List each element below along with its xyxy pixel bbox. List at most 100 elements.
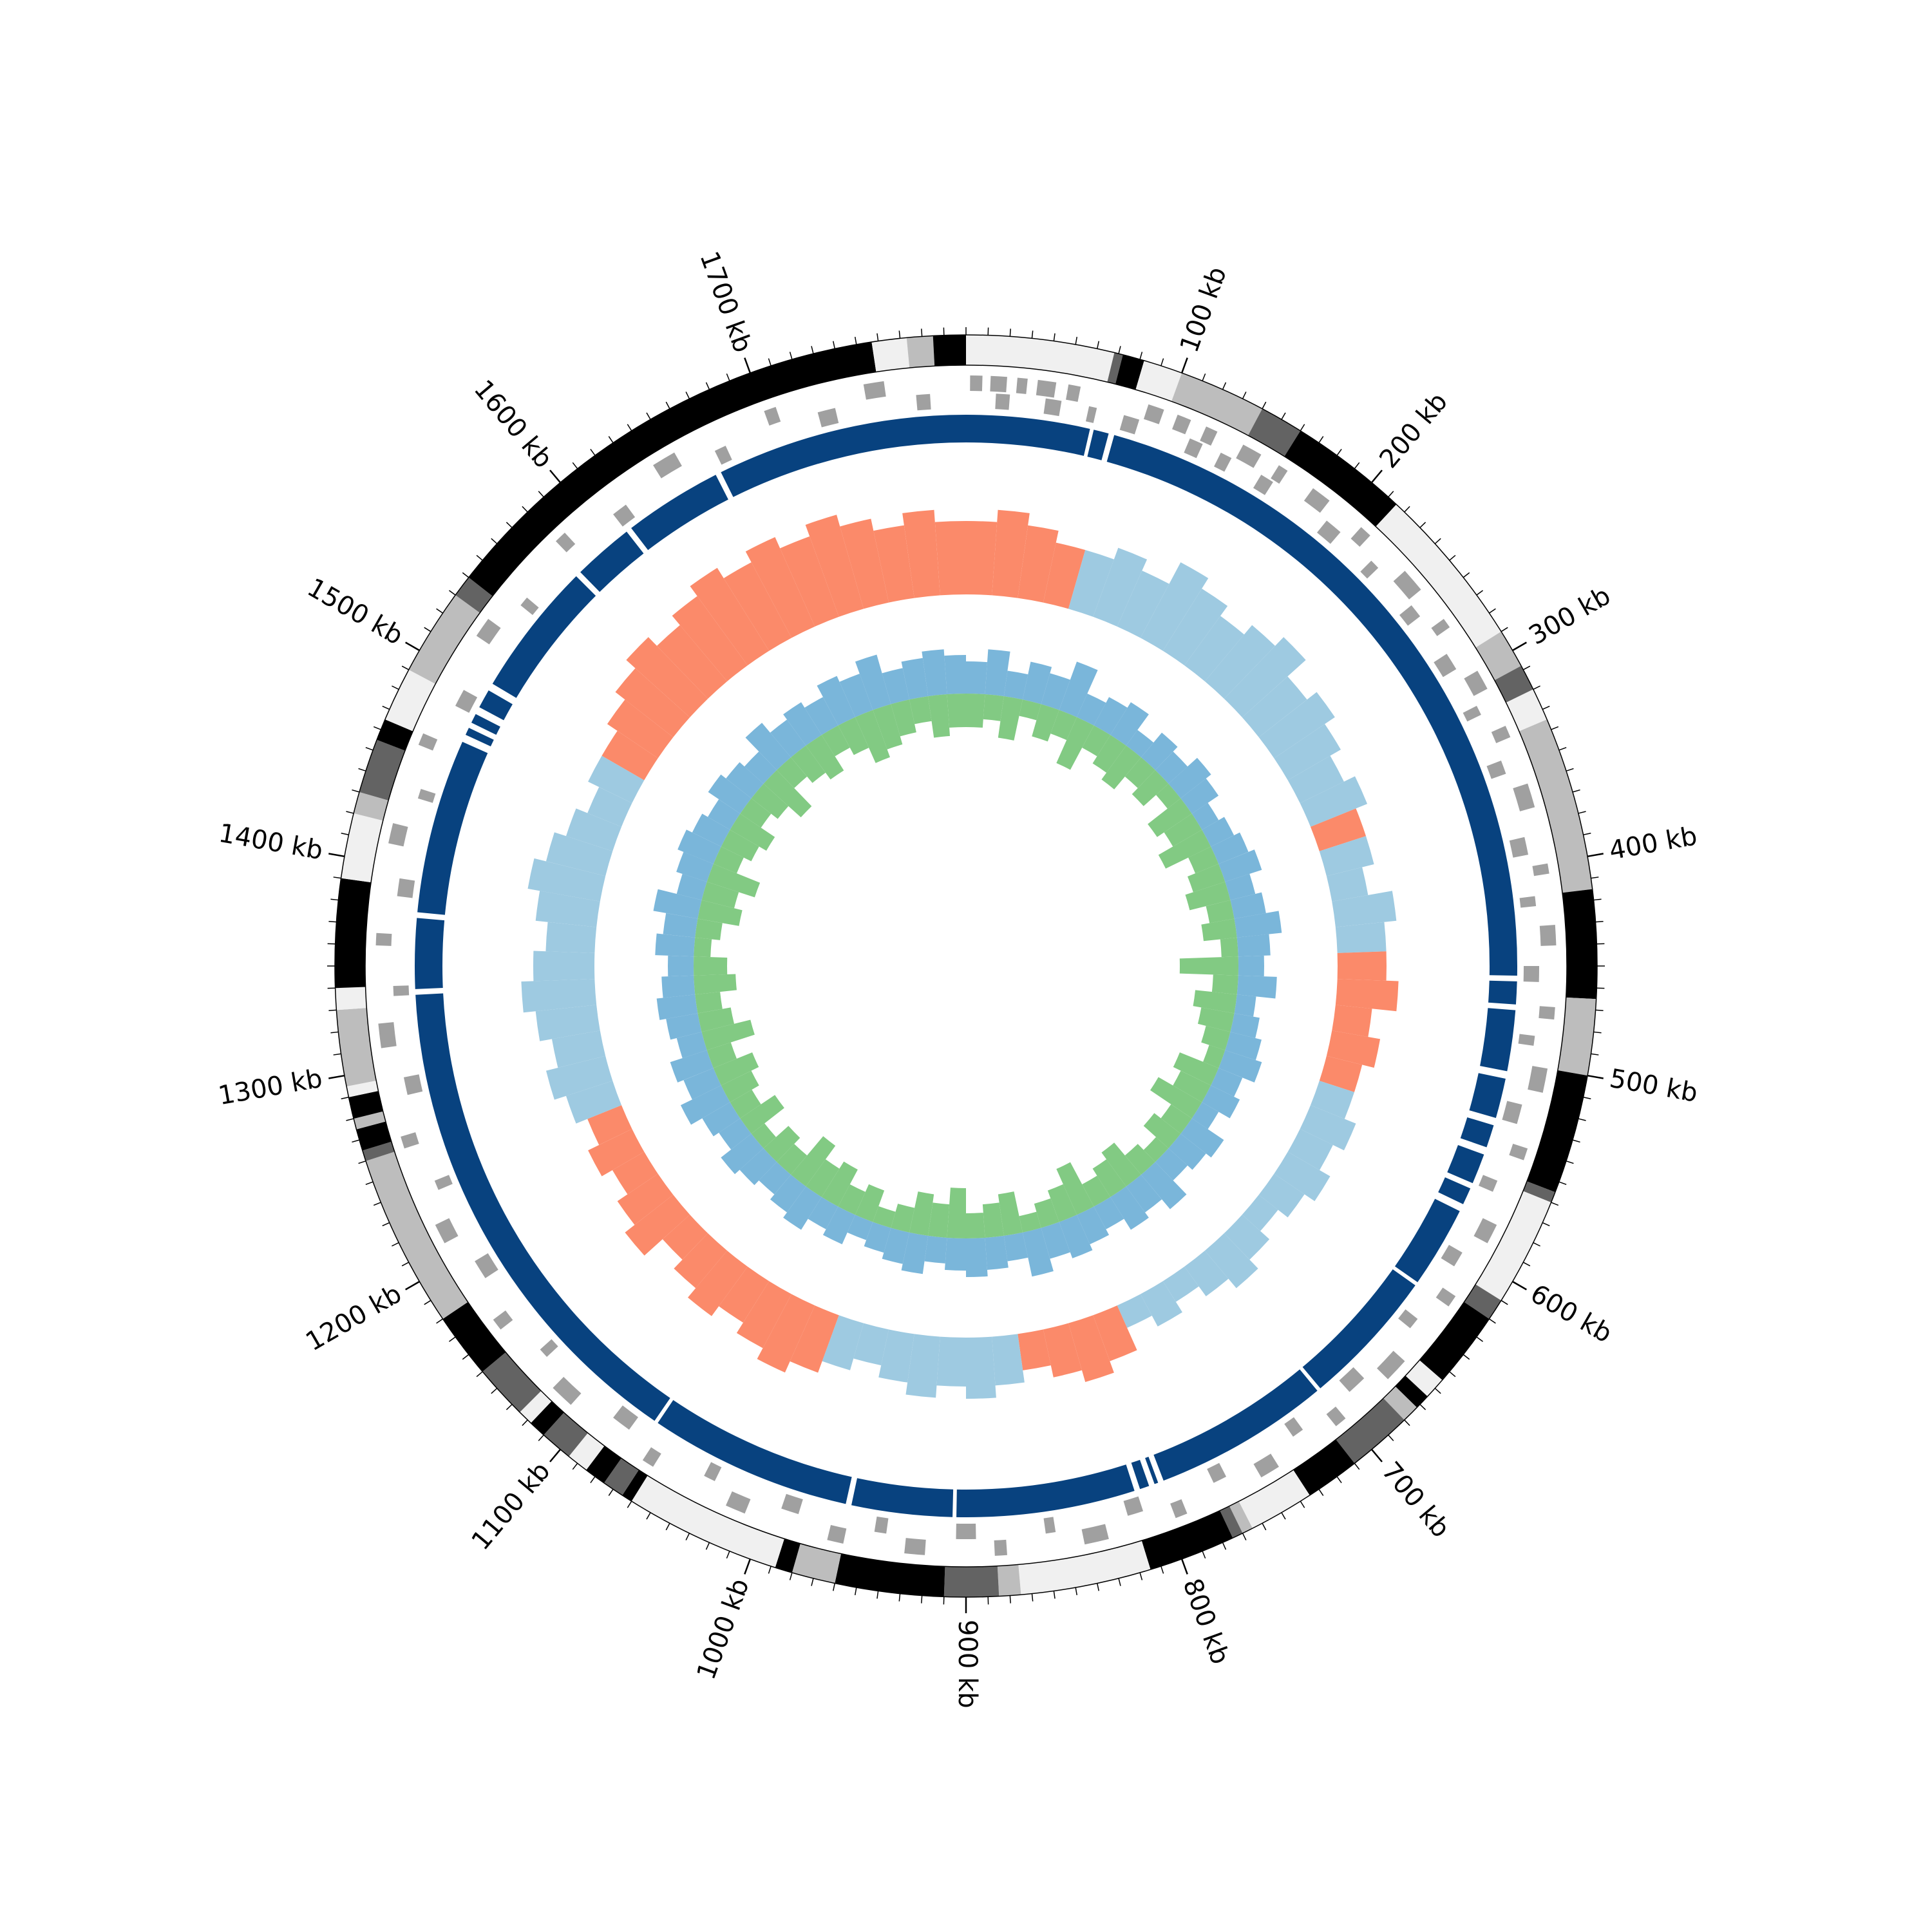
minor-tick bbox=[401, 1262, 410, 1267]
minor-tick bbox=[1053, 1591, 1056, 1599]
gc-skew-bar bbox=[966, 1336, 996, 1399]
tick-label: 100 kb bbox=[1175, 263, 1233, 356]
gc-skew-bar bbox=[719, 1266, 770, 1323]
gc-content-bar bbox=[719, 1118, 752, 1150]
tick bbox=[1512, 1280, 1527, 1291]
gene bbox=[1360, 560, 1379, 579]
band bbox=[1475, 631, 1522, 681]
minor-tick bbox=[346, 1118, 354, 1121]
gc-skew-bar bbox=[615, 668, 690, 737]
gene bbox=[1184, 438, 1203, 459]
gc-skew-bar bbox=[1300, 1105, 1356, 1151]
band bbox=[1336, 1398, 1405, 1464]
gc-content-bar bbox=[822, 1206, 855, 1245]
gene bbox=[1399, 605, 1421, 626]
gene bbox=[1528, 1066, 1548, 1093]
gc-content-bar bbox=[730, 813, 775, 851]
gc-content-bar bbox=[1101, 1142, 1141, 1187]
gc-content-bar bbox=[1179, 956, 1238, 976]
contig bbox=[471, 714, 500, 735]
minor-tick bbox=[1572, 1139, 1580, 1143]
gc-skew-bar bbox=[545, 832, 613, 876]
gc-content-bar bbox=[804, 697, 838, 735]
minor-tick bbox=[1591, 1053, 1599, 1056]
gc-content-bar bbox=[739, 1148, 777, 1186]
gene bbox=[1431, 619, 1450, 636]
minor-tick bbox=[436, 1318, 443, 1324]
minor-tick bbox=[333, 1053, 341, 1056]
gene bbox=[1478, 1175, 1498, 1192]
gene bbox=[475, 1253, 498, 1278]
gc-content-bar bbox=[1220, 937, 1238, 958]
gene bbox=[555, 533, 576, 553]
gc-content-bar bbox=[1158, 829, 1211, 869]
minor-tick bbox=[1566, 1160, 1574, 1164]
minor-tick bbox=[538, 491, 544, 498]
tick bbox=[744, 1558, 751, 1575]
minor-tick bbox=[1449, 554, 1456, 561]
tick bbox=[1512, 641, 1527, 652]
gc-content-bar bbox=[1225, 873, 1256, 900]
gc-skew-bar bbox=[672, 596, 748, 681]
band bbox=[336, 1008, 377, 1086]
gc-skew-bar bbox=[1162, 1266, 1199, 1302]
minor-tick bbox=[449, 590, 456, 596]
gc-skew-bar bbox=[656, 625, 728, 699]
gc-content-bar bbox=[1059, 661, 1098, 717]
gene bbox=[1123, 1496, 1144, 1516]
tick-label: 500 kb bbox=[1607, 1064, 1700, 1108]
gc-skew-bar bbox=[873, 525, 914, 603]
gc-content-bar bbox=[922, 649, 947, 697]
band bbox=[1171, 373, 1263, 436]
gc-content-bar bbox=[1150, 1077, 1202, 1119]
gc-content-bar bbox=[947, 694, 966, 728]
gc-content-bar bbox=[982, 1202, 1004, 1238]
gc-skew-bar bbox=[1224, 1215, 1270, 1260]
gc-content-bar bbox=[1191, 802, 1219, 830]
gene bbox=[375, 933, 392, 946]
gene bbox=[1043, 398, 1062, 417]
minor-tick bbox=[358, 768, 366, 772]
band bbox=[1018, 1540, 1151, 1595]
gc-content-bar bbox=[909, 1191, 934, 1236]
gene bbox=[1502, 1101, 1522, 1124]
gc-skew-bar bbox=[626, 637, 708, 717]
minor-tick bbox=[1566, 768, 1574, 772]
minor-tick bbox=[1489, 1318, 1496, 1324]
minor-tick bbox=[1434, 538, 1441, 544]
gc-content-bar bbox=[1019, 699, 1041, 721]
band bbox=[356, 1121, 392, 1151]
gc-content-bar bbox=[697, 900, 743, 926]
gc-content-bar bbox=[697, 1007, 735, 1032]
gc-content-bar bbox=[1094, 1197, 1124, 1229]
gc-skew-bar bbox=[1117, 1294, 1152, 1328]
gene bbox=[827, 1524, 847, 1544]
band bbox=[1562, 889, 1597, 999]
minor-tick bbox=[424, 627, 431, 632]
minor-tick bbox=[1262, 1522, 1267, 1531]
gc-content-bar bbox=[1236, 934, 1271, 957]
gc-content-bar bbox=[777, 757, 808, 788]
gc-skew-bar bbox=[790, 1305, 839, 1373]
gene bbox=[1214, 452, 1232, 472]
gc-content-bar bbox=[759, 1162, 791, 1195]
gc-skew-bar bbox=[934, 521, 966, 596]
minor-tick bbox=[1501, 1300, 1508, 1305]
gc-content-bar bbox=[655, 933, 696, 957]
minor-tick bbox=[1281, 412, 1286, 420]
minor-tick bbox=[705, 382, 710, 390]
contig bbox=[417, 741, 488, 915]
minor-tick bbox=[1434, 1388, 1441, 1394]
band bbox=[1506, 689, 1548, 732]
gc-content-bar bbox=[1168, 1133, 1206, 1170]
gc-content-bar bbox=[713, 1052, 759, 1086]
gc-content-bar bbox=[745, 723, 791, 770]
minor-tick bbox=[1551, 726, 1559, 730]
gene bbox=[1350, 527, 1370, 547]
gc-skew-bar bbox=[822, 1315, 864, 1370]
gene bbox=[1284, 1417, 1303, 1437]
tick-label: 600 kb bbox=[1526, 1279, 1617, 1349]
minor-tick bbox=[491, 538, 498, 544]
gene bbox=[1036, 379, 1057, 398]
gc-skew-bar bbox=[1300, 776, 1368, 827]
